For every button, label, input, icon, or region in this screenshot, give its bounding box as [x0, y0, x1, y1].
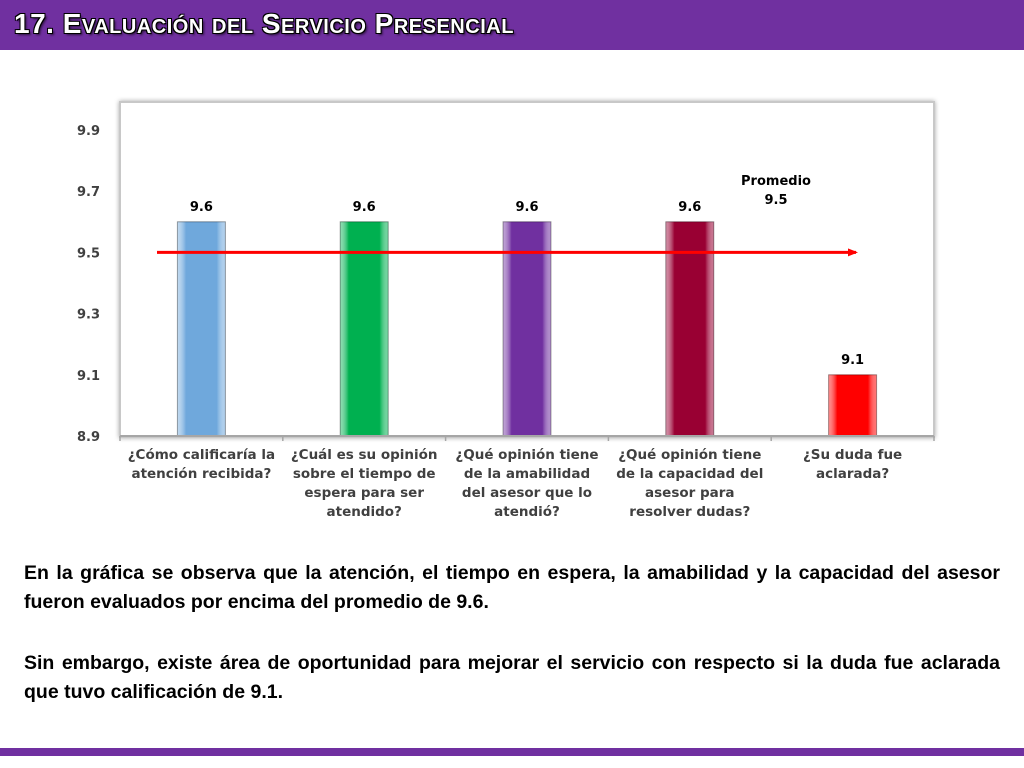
chart-container: 9.6 9.6 9.6 9.6 9.1 8.9 9.1 9.3 9.5 9.7 9.9 ¿Cómo… [77, 101, 935, 520]
slide-title: 17. Evaluación del Servicio Presencial [14, 8, 514, 39]
data-label: 9.6 [678, 200, 701, 215]
y-tick-label: 8.9 [77, 430, 100, 445]
category-label: ¿Su duda fue aclarada? [803, 447, 902, 482]
category-label: ¿Qué opinión tiene de la capacidad del ase… [616, 447, 763, 520]
y-tick-label: 9.5 [77, 246, 100, 261]
summary-paragraph: En la gráfica se observa que la atención… [24, 562, 1000, 613]
category-label: ¿Cómo calificaría la atención recibida? [128, 447, 275, 482]
y-tick-label: 9.7 [77, 185, 100, 200]
category-label: ¿Qué opinión tiene de la amabilidad del as… [455, 447, 598, 520]
bottom-accent-bar [0, 748, 1024, 756]
bar-chart: 9.6 9.6 9.6 9.6 9.1 8.9 9.1 9.3 9.5 9.7 9.9 ¿Cómo… [77, 101, 935, 520]
bar [339, 221, 389, 437]
average-label: Promedio 9.5 [741, 174, 811, 208]
data-label: 9.1 [841, 353, 864, 368]
bar [502, 221, 552, 437]
category-label: ¿Cuál es su opinión sobre el tiempo de esp… [291, 447, 438, 520]
y-tick-label: 9.9 [77, 124, 100, 139]
data-label: 9.6 [353, 200, 376, 215]
data-label: 9.6 [190, 200, 213, 215]
y-tick-label: 9.3 [77, 308, 100, 323]
opportunity-paragraph: Sin embargo, existe área de oportunidad … [24, 652, 1000, 703]
data-label: 9.6 [515, 200, 538, 215]
bar [665, 221, 715, 437]
bar [828, 374, 878, 437]
y-tick-label: 9.1 [77, 369, 100, 384]
bar [176, 221, 226, 437]
title-bar: 17. Evaluación del Servicio Presencial [0, 0, 1024, 50]
